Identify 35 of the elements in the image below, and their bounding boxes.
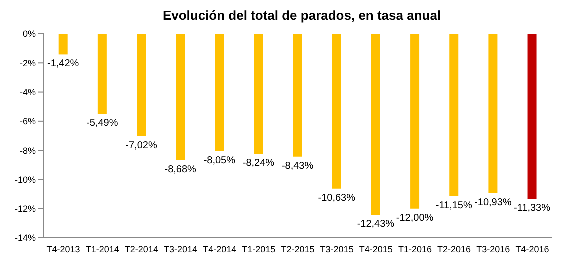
y-tick-label: -14% — [14, 233, 36, 244]
x-tick-label: T3-2016 — [476, 244, 510, 254]
data-label: -7,02% — [126, 140, 158, 152]
y-tick-label: -4% — [20, 87, 36, 98]
y-tick-label: -10% — [14, 174, 36, 185]
x-tick-label: T4-2016 — [516, 244, 550, 254]
x-tick-label: T1-2015 — [242, 244, 276, 254]
data-label: -8,05% — [204, 155, 236, 166]
data-label: -8,24% — [242, 158, 275, 170]
y-tick-label: 0% — [22, 29, 36, 40]
y-tick-label: -2% — [20, 58, 36, 68]
x-tick-label: T4-2014 — [203, 244, 237, 254]
data-label: -5,49% — [86, 118, 118, 129]
data-label: -10,63% — [318, 192, 356, 204]
x-tick-label: T4-2015 — [359, 244, 393, 254]
data-label: -11,15% — [436, 200, 472, 212]
x-tick-label: T1-2016 — [398, 244, 432, 254]
x-tick-label: T3-2015 — [320, 244, 354, 254]
y-tick-label: -6% — [20, 116, 36, 127]
data-label: -11,33% — [514, 203, 551, 214]
data-label: -10,93% — [474, 197, 512, 208]
x-tick-label: T4-2013 — [46, 244, 80, 254]
x-tick-label: T1-2014 — [86, 244, 120, 254]
x-tick-label: T2-2016 — [438, 244, 472, 254]
x-tick-label: T3-2014 — [164, 244, 198, 254]
chart-title: Evolución del total de parados, en tasa anual — [162, 8, 442, 25]
data-label: -12,43% — [357, 219, 395, 230]
y-tick-label: -8% — [20, 146, 36, 156]
data-label: -8,43% — [282, 160, 314, 172]
x-tick-label: T2-2015 — [281, 244, 315, 254]
x-tick-label: T2-2014 — [124, 244, 158, 254]
data-label: -12,00% — [396, 212, 434, 224]
data-label: -8,68% — [164, 164, 197, 176]
y-tick-label: -12% — [14, 204, 36, 214]
data-label: -1,42% — [48, 58, 80, 70]
